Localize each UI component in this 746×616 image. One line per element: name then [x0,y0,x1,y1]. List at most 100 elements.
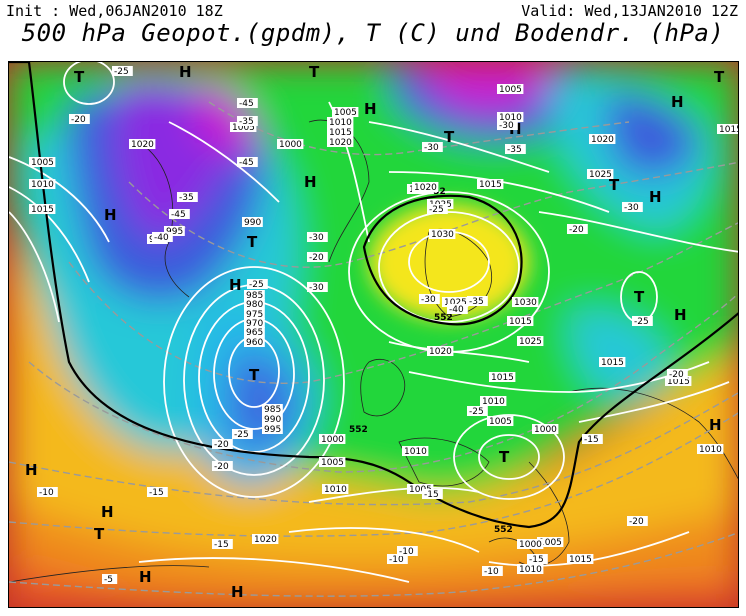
high-pressure-letter: H [709,416,722,434]
isotherm-value-label: -25 [632,316,653,327]
svg-text:1015: 1015 [479,180,502,190]
isotherm-value-label: -15 [422,489,443,500]
isobar-value-label: 960 [244,337,265,348]
isotherm-value-label: -25 [467,406,488,417]
svg-text:995: 995 [166,227,183,237]
svg-text:975: 975 [246,310,263,320]
isotherm-value-label: -20 [69,114,90,125]
svg-text:-15: -15 [214,540,229,550]
svg-text:-20: -20 [71,115,86,125]
svg-text:1030: 1030 [431,230,454,240]
isobar-value-label: 980 [244,299,265,310]
isotherm-value-label: -15 [582,434,603,445]
isotherm-value-label: -10 [482,566,503,577]
svg-text:-20: -20 [309,253,324,263]
svg-text:960: 960 [246,338,263,348]
isobar-value-label: 1025 [517,336,544,347]
isobar-value-label: 1020 [252,534,279,545]
svg-text:1015: 1015 [491,373,514,383]
isotherm-value-label: -10 [397,546,418,557]
svg-text:-15: -15 [424,490,439,500]
isobar-value-label: 1000 [277,139,304,150]
svg-text:1020: 1020 [254,535,277,545]
svg-text:1010: 1010 [324,485,347,495]
svg-text:-30: -30 [624,203,639,213]
pressure-systems: T T T T T T T T T T H H H H H H H H H H … [25,63,725,601]
svg-text:-30: -30 [309,233,324,243]
svg-text:1015: 1015 [31,205,54,215]
map-title: 500 hPa Geopot.(gpdm), T (C) und Bodendr… [21,19,725,47]
svg-text:-10: -10 [399,547,414,557]
high-pressure-letter: H [229,276,242,294]
low-pressure-letter: T [499,448,510,466]
isobar-value-label: 990 [242,217,263,228]
low-pressure-letter: T [609,176,620,194]
isobar-value-label: 1015 [489,372,516,383]
isotherm-value-label: -30 [497,120,518,131]
low-pressure-letter: T [444,128,455,146]
svg-text:-45: -45 [171,210,186,220]
isobar-value-label: 1005 [497,84,524,95]
low-pressure-letter: T [309,63,320,81]
isobar-value-label: 1020 [427,346,454,357]
isobar-value-label: 970 [244,318,265,329]
svg-text:970: 970 [246,319,263,329]
geopot-label: 552 [494,525,513,535]
low-pressure-letter: T [247,233,258,251]
isobar-value-label: 1000 [517,539,544,550]
svg-text:-10: -10 [389,555,404,565]
isobar-value-label: 975 [244,309,265,320]
isotherm-value-label: -30 [307,282,328,293]
init-time-label: Init : Wed,06JAN2010 18Z [6,2,223,20]
svg-text:-5: -5 [104,575,113,585]
svg-text:-25: -25 [634,317,649,327]
high-pressure-letter: H [304,173,317,191]
svg-text:1010: 1010 [482,397,505,407]
isobar-value-label: 1005 [29,157,56,168]
isobar-value-label: 1015 [477,179,504,190]
svg-text:1000: 1000 [519,540,542,550]
isobar-value-labels: 1005 1010 1015 1020 1005 1000 1005 1010 1015 1020… [29,84,738,575]
svg-text:-35: -35 [179,193,194,203]
svg-text:1010: 1010 [499,113,522,123]
svg-text:1020: 1020 [429,347,452,357]
svg-text:985: 985 [264,405,281,415]
geopotential-552-line [9,62,738,529]
isobar-value-label: 1010 [497,112,524,123]
svg-text:1005: 1005 [321,458,344,468]
geopot-label: 552 [434,313,453,323]
high-pressure-letter: H [101,503,114,521]
high-pressure-letter: H [139,568,152,586]
isotherm-value-label: -20 [212,439,233,450]
isobar-value-label: 985 [244,290,265,301]
svg-text:-30: -30 [421,295,436,305]
svg-text:990: 990 [264,415,281,425]
svg-text:1020: 1020 [414,183,437,193]
svg-text:-25: -25 [469,407,484,417]
isotherm-value-label: -20 [212,461,233,472]
isobar-value-label: 990 [262,414,283,425]
high-pressure-letter: H [364,100,377,118]
svg-text:1025: 1025 [444,298,467,308]
isotherm-value-label: -20 [307,252,328,263]
low-pressure-letter: T [714,68,725,86]
svg-text:1010: 1010 [31,180,54,190]
isobar-value-label: 1015 [665,376,692,387]
low-pressure-letter: T [74,68,85,86]
isobar-value-label: 1030 [512,297,539,308]
weather-map-canvas: 552 552 552 552 T T T T T T T T T T H H … [9,62,738,607]
svg-text:1030: 1030 [514,298,537,308]
svg-text:-35: -35 [239,117,254,127]
isobar-value-label: 1000 [532,424,559,435]
svg-text:1000: 1000 [279,140,302,150]
high-pressure-letter: H [25,461,38,479]
isotherm-value-label: -15 [212,539,233,550]
svg-text:1020: 1020 [591,135,614,145]
isobar-value-label: 1015 [717,124,738,135]
isotherm-value-label: -30 [622,202,643,213]
svg-text:-30: -30 [309,283,324,293]
isotherm-value-label: -25 [247,279,268,290]
svg-text:1010: 1010 [329,118,352,128]
svg-text:-20: -20 [669,370,684,380]
low-pressure-letter: T [249,366,260,384]
